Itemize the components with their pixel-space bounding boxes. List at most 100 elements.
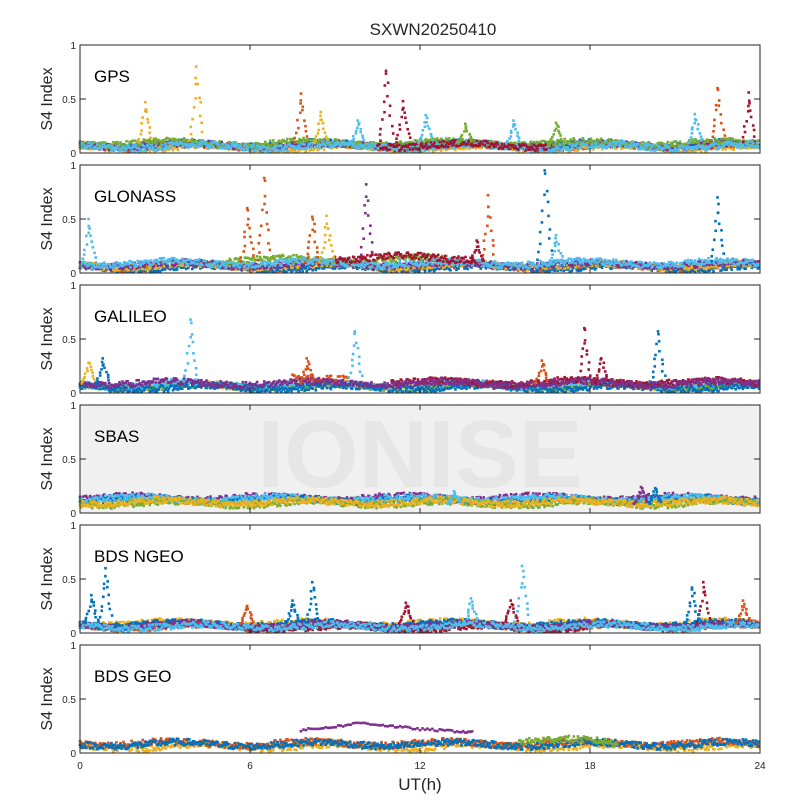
data-point [590,138,593,141]
data-point [586,143,589,146]
data-point [361,134,364,137]
data-point [315,135,318,138]
data-point [255,149,258,152]
data-point [133,150,136,153]
y-tick-label: 0 [70,149,76,160]
data-point [298,138,301,141]
data-point [196,83,199,86]
data-point [650,146,653,149]
data-point [514,123,517,126]
data-point [399,128,402,131]
data-point [260,148,263,151]
data-point [146,118,149,121]
data-point [295,132,298,135]
data-point [573,137,576,140]
data-point [518,136,521,139]
data-point [732,148,735,151]
data-point [712,136,715,139]
data-point [371,142,374,145]
data-point [677,150,680,153]
data-point [357,123,360,126]
data-point [155,145,158,148]
data-point [253,144,256,147]
data-point [462,148,465,151]
data-point [325,135,328,138]
data-point [548,145,551,148]
data-point [465,127,468,130]
panel-label: GPS [94,67,130,86]
data-point [694,113,697,116]
data-point [379,133,382,136]
data-point [555,128,558,131]
data-point [667,141,670,144]
data-point [509,148,512,151]
data-point [489,146,492,149]
data-point [191,118,194,121]
data-point [141,116,144,119]
data-point [140,133,143,136]
data-point [317,132,320,135]
data-point [689,139,692,142]
data-point [299,112,302,115]
data-point [352,135,355,138]
data-point [144,101,147,104]
data-point [595,142,598,145]
data-point [300,92,303,95]
data-point [200,122,203,125]
data-point [359,131,362,134]
data-point [651,143,654,146]
data-point [301,109,304,112]
data-point [178,138,181,141]
data-point [402,107,405,110]
data-point [195,97,198,100]
data-point [124,149,127,152]
data-point [406,128,409,131]
data-point [696,128,699,131]
data-point [142,145,145,148]
data-point [218,140,221,143]
data-point [117,144,120,147]
data-point [383,111,386,114]
data-point [566,146,569,149]
data-point [693,141,696,144]
data-point [559,134,562,137]
data-point [405,121,408,124]
data-point [695,119,698,122]
data-point [140,122,143,125]
data-point [683,146,686,149]
data-point [697,123,700,126]
data-point [317,122,320,125]
data-point [221,143,224,146]
data-point [148,132,151,135]
data-point [430,133,433,136]
data-point [691,150,694,153]
data-point [497,143,500,146]
data-point [576,142,579,145]
data-point [96,144,99,147]
data-point [130,150,133,153]
data-point [731,138,734,141]
data-point [713,119,716,122]
data-point [151,144,154,147]
data-point [327,138,330,141]
data-point [149,126,152,129]
data-point [262,150,265,153]
data-point [552,133,555,136]
data-point [398,124,401,127]
data-point [147,144,150,147]
data-point [425,143,428,146]
data-point [317,129,320,132]
data-point [691,126,694,129]
data-point [709,140,712,143]
data-point [716,87,719,90]
data-point [280,144,283,147]
data-point [388,114,391,117]
data-point [749,140,752,143]
data-point [275,145,278,148]
data-point [536,147,539,150]
data-point [360,128,363,131]
data-point [370,146,373,149]
data-point [475,139,478,142]
